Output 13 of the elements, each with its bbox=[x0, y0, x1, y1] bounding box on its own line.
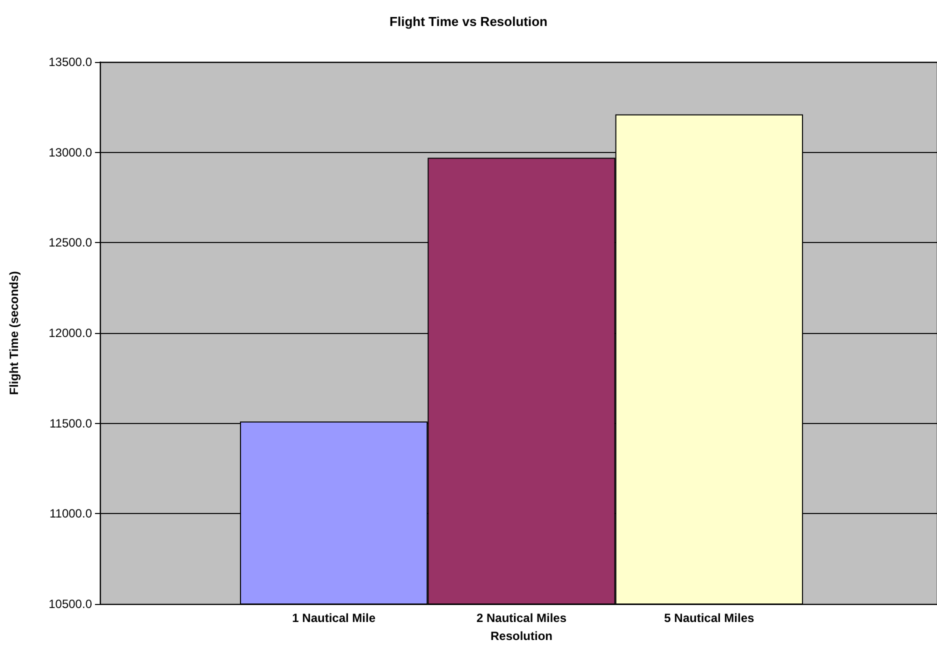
x-axis-title: Resolution bbox=[490, 629, 552, 643]
y-tick-label: 13000.0 bbox=[48, 145, 92, 160]
y-tick-label: 12500.0 bbox=[48, 236, 92, 250]
y-tick-label: 11500.0 bbox=[50, 416, 92, 430]
y-tick-label: 10500.0 bbox=[48, 597, 92, 611]
y-axis-title: Flight Time (seconds) bbox=[7, 271, 21, 395]
y-tick-label: 11000.0 bbox=[50, 506, 92, 521]
x-tick-label: 2 Nautical Miles bbox=[476, 611, 567, 625]
x-tick-label: 1 Nautical Mile bbox=[292, 611, 376, 625]
x-tick-label: 5 Nautical Miles bbox=[664, 611, 755, 625]
y-tick-label: 12000.0 bbox=[48, 326, 92, 340]
chart-title: Flight Time vs Resolution bbox=[390, 14, 548, 29]
y-tick-label: 13500.0 bbox=[48, 55, 92, 69]
